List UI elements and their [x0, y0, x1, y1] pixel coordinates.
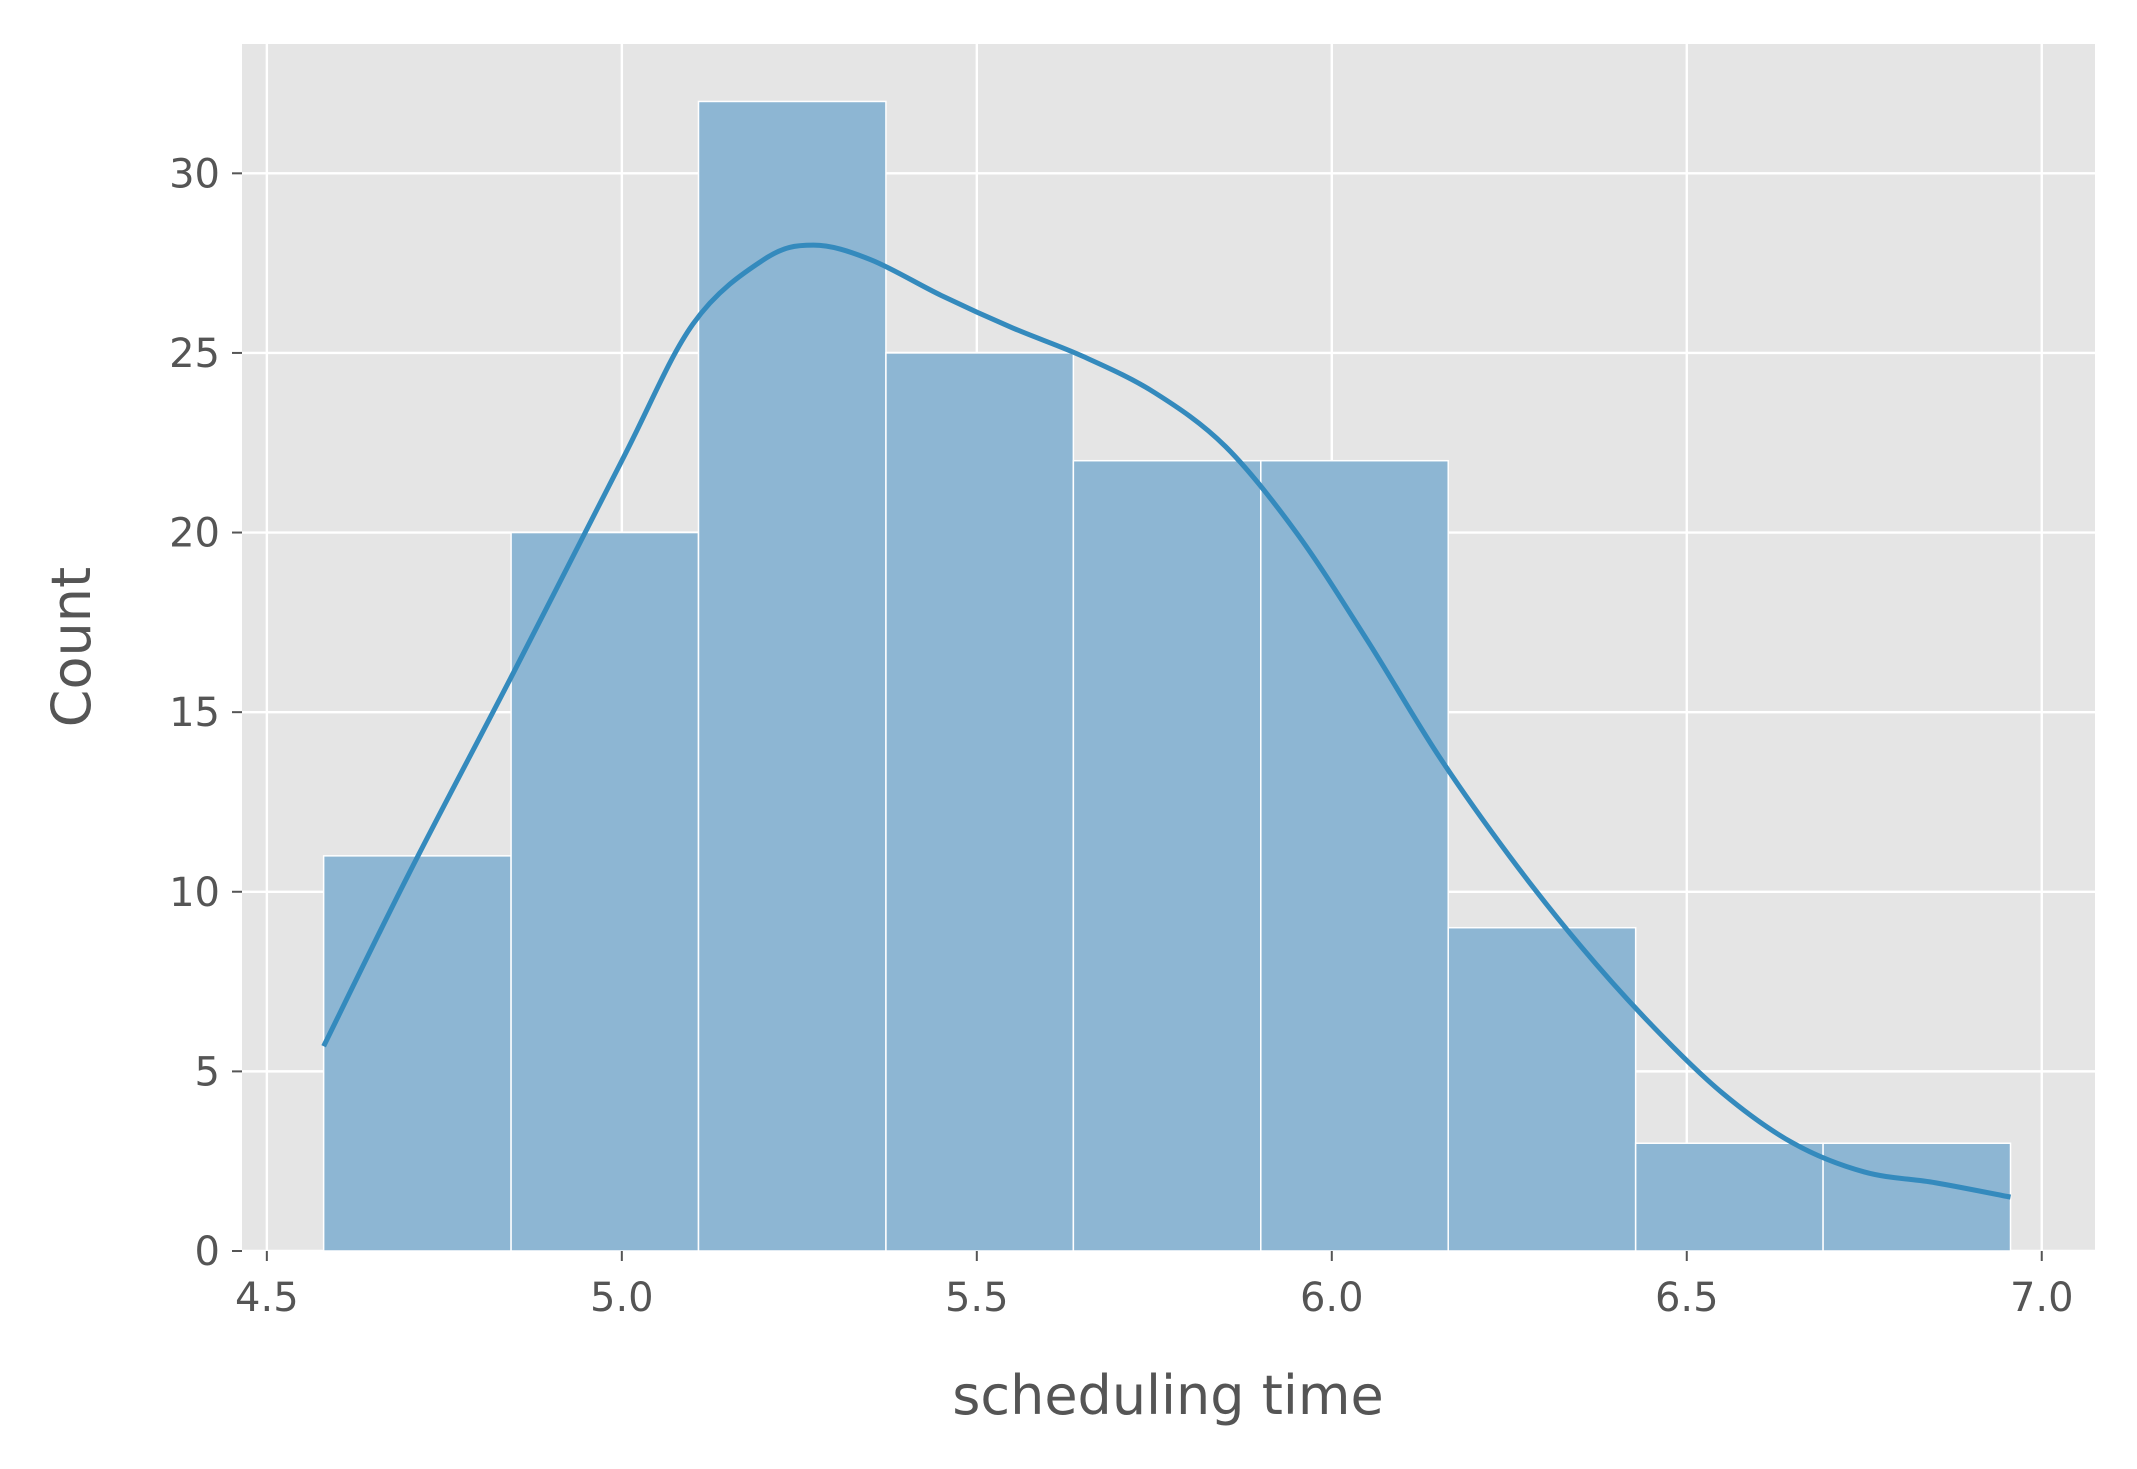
- x-tick-label: 4.5: [235, 1275, 299, 1321]
- histogram-bar: [510, 531, 700, 1252]
- histogram-bar: [1447, 926, 1637, 1252]
- kde-layer: [321, 242, 2011, 1200]
- histogram-bar: [322, 855, 512, 1252]
- histogram-bar: [1822, 1142, 2012, 1252]
- histogram-bar: [1634, 1142, 1824, 1252]
- histogram-bar: [1260, 459, 1449, 1252]
- histogram-bar: [1072, 459, 1262, 1252]
- x-axis-label: scheduling time: [952, 1364, 1383, 1427]
- x-tick-label: 5.0: [590, 1275, 654, 1321]
- y-axis-label: Count: [40, 567, 103, 727]
- x-tick-label: 6.0: [1300, 1275, 1364, 1321]
- histogram-bar: [885, 352, 1075, 1252]
- x-tick-label: 6.5: [1655, 1275, 1719, 1321]
- bars-layer: [322, 100, 2012, 1252]
- y-tick-label: 5: [195, 1049, 220, 1095]
- histogram-bar: [697, 100, 887, 1252]
- x-tick-label: 5.5: [945, 1275, 1009, 1321]
- y-tick-label: 20: [169, 511, 220, 557]
- y-tick-label: 15: [169, 690, 220, 736]
- y-tick-label: 30: [169, 151, 220, 197]
- y-tick-label: 25: [169, 331, 220, 377]
- ticks-layer: 4.5 5.0 5.5 6.0 6.5 7.0 0 5 10 15 20 25 30: [169, 151, 2073, 1321]
- kde-line: [321, 242, 2011, 1200]
- y-tick-label: 0: [195, 1229, 220, 1275]
- y-tick-label: 10: [169, 870, 220, 916]
- x-tick-label: 7.0: [2010, 1275, 2074, 1321]
